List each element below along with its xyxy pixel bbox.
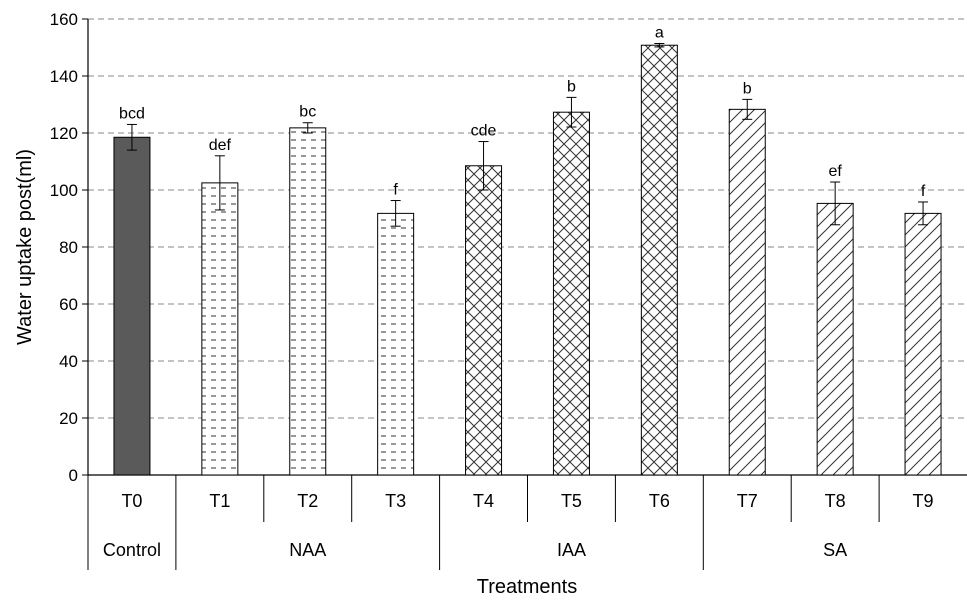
group-label-naa: NAA xyxy=(289,540,326,560)
significance-label: f xyxy=(921,183,926,200)
category-label-t2: T2 xyxy=(297,491,318,511)
significance-label: bcd xyxy=(119,105,145,122)
error-bars xyxy=(127,44,928,227)
significance-label: b xyxy=(567,78,576,95)
category-label-t4: T4 xyxy=(473,491,494,511)
y-tick-label: 20 xyxy=(59,409,78,428)
bar-t2 xyxy=(290,128,326,475)
y-tick-label: 80 xyxy=(59,238,78,257)
category-label-t5: T5 xyxy=(561,491,582,511)
category-label-t7: T7 xyxy=(737,491,758,511)
category-label-t0: T0 xyxy=(121,491,142,511)
category-label-t6: T6 xyxy=(649,491,670,511)
significance-label: def xyxy=(209,137,232,154)
group-label-sa: SA xyxy=(823,540,847,560)
category-labels: T0 T1 T2 T3 T4 T5 T6 T7 T8 T9 xyxy=(88,475,934,570)
bar-t6 xyxy=(641,45,677,475)
group-label-iaa: IAA xyxy=(557,540,586,560)
y-tick-label: 0 xyxy=(69,466,78,485)
significance-label: cde xyxy=(471,123,497,140)
significance-labels: bcd def bc f cde b a b ef f xyxy=(119,25,926,200)
y-axis-title: Water uptake post(ml) xyxy=(14,149,36,345)
category-label-t3: T3 xyxy=(385,491,406,511)
bar-t3 xyxy=(378,213,414,475)
bars xyxy=(114,45,941,475)
significance-label: b xyxy=(743,80,752,97)
y-tick-label: 160 xyxy=(50,10,78,29)
y-tick-label: 100 xyxy=(50,181,78,200)
x-axis-title: Treatments xyxy=(477,576,577,598)
significance-label: f xyxy=(393,182,398,199)
y-tick-label: 40 xyxy=(59,352,78,371)
significance-label: bc xyxy=(299,104,316,121)
bar-t9 xyxy=(905,213,941,475)
bar-t1 xyxy=(202,183,238,475)
group-labels: Control NAA IAA SA xyxy=(103,540,847,560)
y-tick-label: 60 xyxy=(59,295,78,314)
y-tick-label: 140 xyxy=(50,67,78,86)
significance-label: a xyxy=(655,25,664,42)
bar-t5 xyxy=(553,112,589,475)
y-tick-label: 120 xyxy=(50,124,78,143)
group-label-control: Control xyxy=(103,540,161,560)
category-label-t1: T1 xyxy=(209,491,230,511)
bar-t0 xyxy=(114,137,150,475)
bar-t7 xyxy=(729,109,765,475)
bar-t8 xyxy=(817,203,853,475)
bar-t4 xyxy=(466,166,502,475)
category-label-t9: T9 xyxy=(913,491,934,511)
significance-label: ef xyxy=(828,163,842,180)
category-label-t8: T8 xyxy=(825,491,846,511)
y-axis-ticks: 0 20 40 60 80 100 120 140 160 xyxy=(50,10,88,485)
